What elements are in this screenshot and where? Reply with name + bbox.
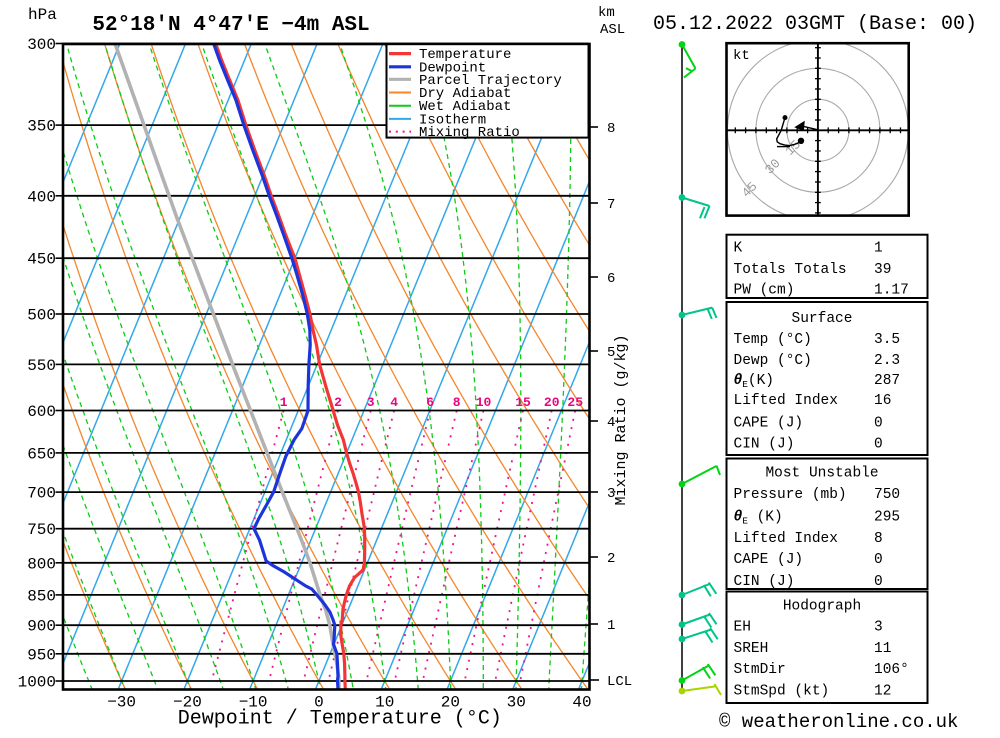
svg-text:300: 300 (27, 36, 56, 54)
svg-text:1: 1 (874, 241, 883, 257)
svg-text:10: 10 (476, 395, 492, 410)
svg-text:8: 8 (453, 395, 461, 410)
svg-text:500: 500 (27, 307, 56, 325)
svg-text:km: km (598, 5, 615, 21)
svg-text:1000: 1000 (18, 674, 56, 692)
svg-text:20: 20 (544, 395, 560, 410)
svg-text:Most Unstable: Most Unstable (765, 466, 878, 482)
svg-text:−20: −20 (173, 694, 202, 712)
svg-text:Totals Totals: Totals Totals (734, 262, 847, 278)
svg-text:StmDir: StmDir (734, 662, 786, 678)
svg-text:4: 4 (390, 395, 398, 410)
svg-text:650: 650 (27, 445, 56, 463)
svg-text:CIN (J): CIN (J) (734, 436, 795, 452)
svg-text:1.17: 1.17 (874, 282, 909, 298)
svg-text:SREH: SREH (734, 641, 769, 657)
svg-text:2: 2 (607, 551, 615, 567)
svg-text:1: 1 (607, 618, 615, 634)
svg-text:0: 0 (314, 694, 324, 712)
svg-text:Dewp (°C): Dewp (°C) (734, 353, 812, 369)
svg-text:600: 600 (27, 403, 56, 421)
svg-text:Dewpoint / Temperature (°C): Dewpoint / Temperature (°C) (178, 708, 502, 731)
svg-text:6: 6 (426, 395, 434, 410)
svg-text:2.3: 2.3 (874, 353, 900, 369)
svg-text:StmSpd (kt): StmSpd (kt) (734, 683, 830, 699)
svg-text:Wet Adiabat: Wet Adiabat (419, 99, 511, 115)
svg-text:Hodograph: Hodograph (783, 598, 861, 614)
svg-text:K: K (734, 241, 743, 257)
svg-text:Lifted Index: Lifted Index (734, 531, 839, 547)
svg-text:12: 12 (874, 683, 891, 699)
svg-text:0: 0 (874, 436, 883, 452)
svg-text:Lifted Index: Lifted Index (734, 393, 839, 409)
svg-text:4: 4 (607, 415, 615, 431)
svg-text:400: 400 (27, 188, 56, 206)
svg-text:LCL: LCL (607, 674, 632, 690)
svg-text:52°18'N 4°47'E −4m ASL: 52°18'N 4°47'E −4m ASL (92, 14, 369, 37)
svg-text:ASL: ASL (600, 22, 625, 38)
svg-text:40: 40 (572, 694, 591, 712)
svg-text:550: 550 (27, 357, 56, 375)
svg-text:30: 30 (507, 694, 526, 712)
svg-text:7: 7 (607, 197, 615, 213)
svg-text:−30: −30 (107, 694, 136, 712)
svg-text:2: 2 (334, 395, 342, 410)
svg-text:Temperature: Temperature (419, 47, 511, 63)
svg-text:EH: EH (734, 620, 751, 636)
svg-text:750: 750 (874, 487, 900, 503)
svg-text:0: 0 (874, 574, 883, 590)
svg-text:3.5: 3.5 (874, 332, 900, 348)
svg-text:350: 350 (27, 118, 56, 136)
svg-text:10: 10 (375, 694, 394, 712)
svg-text:106°: 106° (874, 662, 909, 678)
svg-text:850: 850 (27, 587, 56, 605)
svg-text:CAPE (J): CAPE (J) (734, 415, 804, 431)
svg-text:θE (K): θE (K) (734, 510, 783, 527)
svg-text:1: 1 (280, 395, 288, 410)
svg-text:θE(K): θE(K) (734, 373, 775, 390)
svg-text:450: 450 (27, 251, 56, 269)
svg-text:PW (cm): PW (cm) (734, 282, 795, 298)
svg-text:Dewpoint: Dewpoint (419, 60, 486, 76)
svg-text:CAPE (J): CAPE (J) (734, 552, 804, 568)
svg-text:3: 3 (874, 620, 883, 636)
svg-text:0: 0 (874, 415, 883, 431)
svg-text:11: 11 (874, 641, 891, 657)
svg-text:700: 700 (27, 485, 56, 503)
svg-text:15: 15 (515, 395, 531, 410)
svg-text:3: 3 (367, 395, 375, 410)
svg-text:39: 39 (874, 262, 891, 278)
svg-text:Mixing Ratio: Mixing Ratio (419, 125, 520, 141)
svg-text:kt: kt (733, 48, 750, 64)
svg-text:Surface: Surface (792, 311, 853, 327)
svg-text:750: 750 (27, 521, 56, 539)
svg-text:Pressure (mb): Pressure (mb) (734, 487, 847, 503)
svg-text:Dry Adiabat: Dry Adiabat (419, 86, 511, 102)
svg-text:8: 8 (874, 531, 883, 547)
svg-text:Mixing Ratio (g/kg): Mixing Ratio (g/kg) (613, 334, 630, 505)
svg-text:CIN (J): CIN (J) (734, 574, 795, 590)
svg-text:900: 900 (27, 618, 56, 636)
svg-text:6: 6 (607, 271, 615, 287)
svg-text:5: 5 (607, 345, 615, 361)
svg-text:Temp (°C): Temp (°C) (734, 332, 812, 348)
svg-text:800: 800 (27, 555, 56, 573)
svg-text:0: 0 (874, 552, 883, 568)
svg-text:hPa: hPa (28, 6, 57, 24)
svg-text:3: 3 (607, 486, 615, 502)
svg-text:25: 25 (567, 395, 583, 410)
svg-text:Parcel Trajectory: Parcel Trajectory (419, 73, 562, 89)
svg-text:−10: −10 (239, 694, 268, 712)
svg-text:20: 20 (441, 694, 460, 712)
svg-text:287: 287 (874, 373, 900, 389)
svg-text:05.12.2022 03GMT (Base: 00): 05.12.2022 03GMT (Base: 00) (653, 13, 977, 36)
svg-text:950: 950 (27, 646, 56, 664)
svg-text:295: 295 (874, 510, 900, 526)
svg-text:16: 16 (874, 393, 891, 409)
svg-text:© weatheronline.co.uk: © weatheronline.co.uk (719, 711, 958, 733)
svg-text:Isotherm: Isotherm (419, 112, 486, 128)
svg-text:8: 8 (607, 121, 615, 137)
